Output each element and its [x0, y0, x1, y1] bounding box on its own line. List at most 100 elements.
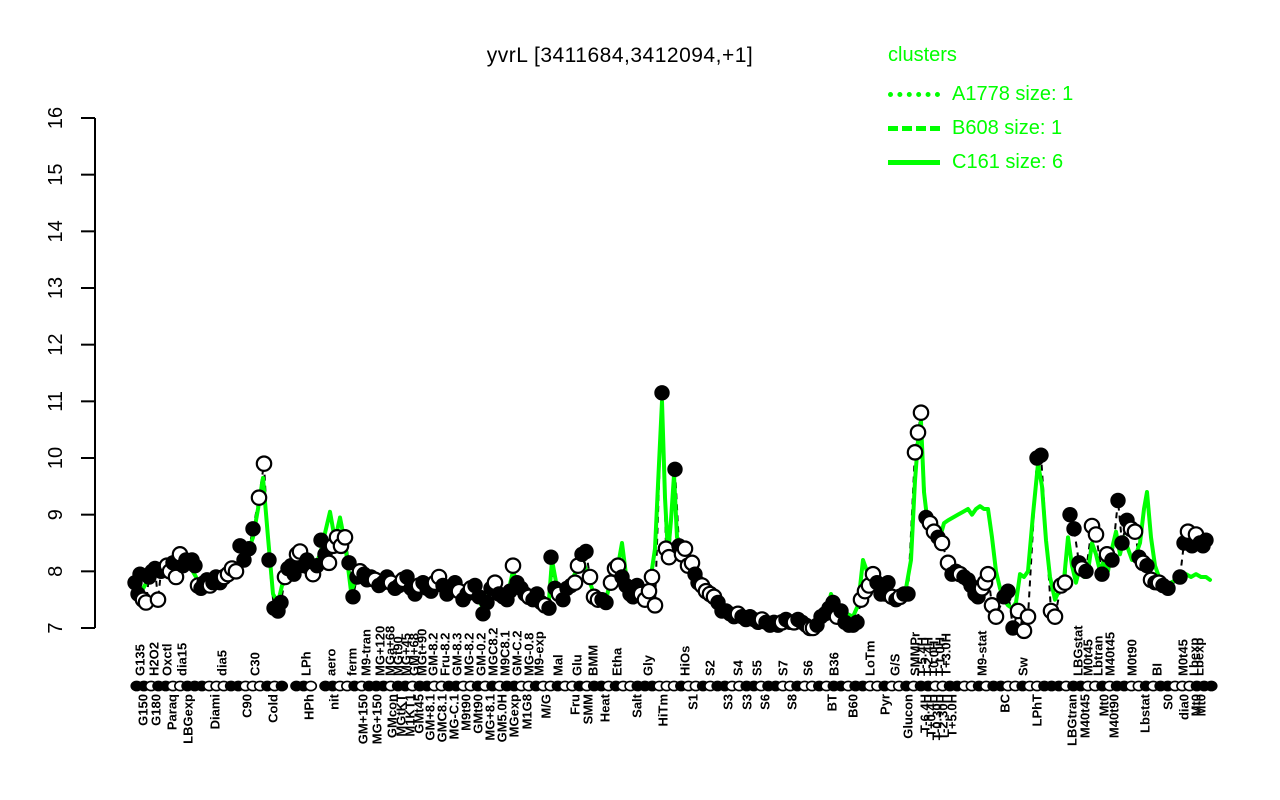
y-tick-label: 10 [45, 447, 67, 469]
legend-item-c161: C161 size: 6 [888, 145, 1073, 179]
data-point-open [255, 455, 273, 472]
data-point-open [227, 563, 245, 580]
data-point-open [1087, 526, 1105, 543]
x-axis-label-top: T-2.4H [921, 637, 936, 676]
x-axis-label-bottom: Pyr [878, 694, 893, 715]
x-axis-label-bottom: G150 [136, 694, 151, 726]
data-point-filled [541, 600, 557, 616]
data-point-filled [1139, 557, 1155, 574]
data-point-open [149, 591, 167, 608]
x-axis-label-bottom: GM+150 [356, 694, 371, 744]
data-point-filled [667, 461, 683, 478]
x-axis-label-top: Gly [641, 654, 656, 676]
x-axis-label-top: SMMPr [908, 632, 923, 676]
x-axis-label-top: MGa+68 [383, 626, 398, 676]
x-axis-label-top: dia5 [215, 650, 230, 676]
x-axis-label-top: dia15 [175, 643, 190, 676]
x-axis-label-bottom: MGtKT [394, 694, 409, 737]
strip-marker [304, 680, 318, 692]
data-point-open [167, 568, 185, 586]
data-point-filled [187, 557, 203, 574]
strip-marker [275, 680, 289, 692]
x-axis-label-bottom: S3 [740, 694, 755, 710]
x-axis-label-bottom: M9t90 [459, 694, 474, 731]
data-point-filled [849, 614, 865, 631]
y-tick-label: 15 [45, 164, 67, 186]
x-axis-label-bottom: LBGexp [181, 694, 196, 744]
y-tick-label: 9 [45, 509, 67, 520]
x-axis-label-top: T0.0H [927, 641, 942, 676]
solid-line-icon [888, 159, 940, 165]
x-axis-label-bottom: M/G [539, 694, 554, 719]
x-axis-label-bottom: M40t90 [1107, 694, 1122, 738]
x-axis-label-bottom: B60 [846, 694, 861, 718]
data-point-filled [598, 594, 614, 611]
data-point-filled [286, 566, 302, 582]
data-point-filled [245, 521, 261, 537]
data-point-filled [241, 540, 257, 557]
data-point-open [909, 424, 927, 441]
x-axis-label-bottom: MG+150 [370, 694, 385, 744]
data-point-filled [345, 589, 361, 605]
data-point-filled [543, 549, 559, 565]
x-axis-label-bottom: Mt0 [1189, 694, 1204, 716]
x-axis-label-top: Oxctl [160, 643, 175, 676]
data-point-open [581, 568, 599, 586]
y-tick-label: 8 [45, 566, 67, 577]
x-axis-label-top: G/S [888, 653, 903, 676]
data-point-open [1046, 608, 1064, 625]
x-axis-label-bottom: Fru [568, 694, 583, 715]
x-axis-label-bottom: S0 [1161, 694, 1176, 710]
data-point-open [250, 489, 268, 506]
legend: clusters A1778 size: 1 B608 size: 1 C161… [888, 44, 1073, 179]
data-point-open [566, 574, 584, 591]
data-point-open [1019, 608, 1037, 625]
x-axis-label-top: Fru-8.2 [438, 633, 453, 676]
x-axis-label-bottom: Diami [208, 694, 223, 729]
x-axis-label-top: M9-exp [532, 631, 547, 676]
x-axis-label-bottom: Salt [630, 693, 645, 718]
x-axis-label-bottom: Glucon [901, 694, 916, 739]
data-point-filled [273, 594, 289, 611]
x-axis-label-top: LPh [299, 651, 314, 676]
dashed-line-icon [888, 125, 940, 131]
data-point-filled [1094, 566, 1110, 582]
x-axis-label-top: Etha [610, 647, 625, 676]
data-point-filled [1172, 569, 1188, 585]
x-axis-label-top: S2 [703, 660, 718, 676]
x-axis-label-bottom: M40t45 [1078, 694, 1093, 738]
data-point-filled [1114, 535, 1130, 551]
x-axis-label-top: S6 [801, 660, 816, 676]
x-axis-label-top: Sw [1016, 656, 1031, 676]
data-point-filled [1104, 552, 1120, 568]
data-point-filled [479, 594, 495, 611]
data-point-open [933, 534, 951, 552]
y-tick-label: 14 [45, 220, 67, 242]
dotted-line-icon [888, 91, 940, 97]
x-axis-label-top: aero [324, 648, 339, 676]
x-axis-label-top: M9-tran [359, 629, 374, 676]
x-axis-label-bottom: nit [327, 693, 342, 710]
x-axis-label-top: T-1.0H [933, 637, 948, 676]
x-axis-label-top: T+3.0H [939, 633, 954, 676]
x-axis-label-bottom: HPh [302, 694, 317, 720]
legend-item-label: C161 size: 6 [952, 150, 1064, 173]
x-axis-label-bottom: GM+8.1 [423, 694, 438, 741]
x-axis-label-bottom: SMM [581, 694, 596, 724]
y-tick-label: 11 [45, 391, 67, 412]
x-axis-label-top: C30 [248, 652, 263, 676]
x-axis-label-bottom: M1G8 [520, 694, 535, 729]
x-axis-label-top: MG-0.8 [522, 633, 537, 676]
x-axis-label-bottom: HiTm [656, 694, 671, 727]
x-axis-label-top: Lbexp [1187, 638, 1202, 676]
x-axis-label-bottom: S6 [758, 694, 773, 710]
data-point-filled [341, 555, 357, 571]
data-point-open [1126, 523, 1144, 540]
data-point-filled [261, 552, 277, 568]
x-axis-label-top: MG+45 [399, 633, 414, 676]
data-point-filled [1066, 521, 1082, 537]
legend-item-b608: B608 size: 1 [888, 111, 1073, 145]
x-axis-label-top: GM-0.2 [474, 633, 489, 676]
legend-header: clusters [888, 44, 957, 66]
